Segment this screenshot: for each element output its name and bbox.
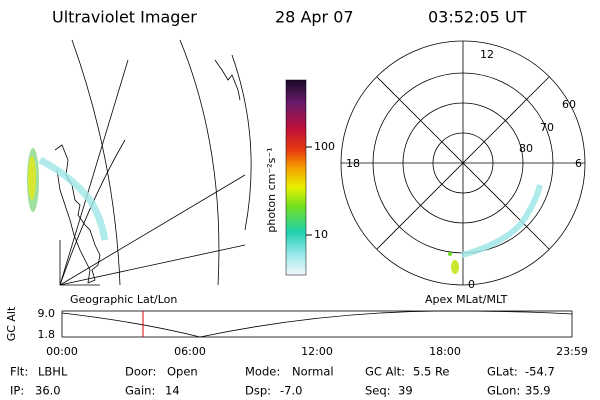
x-tick: 06:00 bbox=[174, 345, 206, 358]
x-tick: 18:00 bbox=[429, 345, 461, 358]
mlat-label: 80 bbox=[519, 142, 533, 155]
field-label: Seq: bbox=[365, 384, 391, 398]
x-tick: 12:00 bbox=[301, 345, 333, 358]
y-tick: 9.0 bbox=[38, 307, 56, 320]
field-label: GLon: bbox=[487, 384, 520, 398]
footer: Flt: LBHL Door: Open Mode: Normal GC Alt: 5.5 R… bbox=[10, 365, 555, 398]
grid-arc bbox=[179, 39, 220, 286]
field-label: Flt: bbox=[10, 365, 28, 379]
colorbar: 100 10 photon cm⁻²s⁻¹ bbox=[265, 79, 335, 276]
colorbar-tick: 10 bbox=[314, 228, 328, 241]
grid-line bbox=[59, 244, 246, 286]
field-label: Mode: bbox=[245, 365, 280, 379]
x-tick: 00:00 bbox=[46, 345, 78, 358]
grid-line bbox=[59, 174, 246, 286]
aurora bbox=[451, 260, 459, 274]
polar-plot: 12 18 6 0 60 70 80 bbox=[340, 40, 586, 291]
geographic-map bbox=[27, 39, 252, 286]
grid-line bbox=[59, 59, 129, 286]
field-value: 39 bbox=[398, 384, 413, 398]
date: 28 Apr 07 bbox=[275, 8, 354, 27]
grid-line bbox=[59, 240, 100, 286]
field-label: Gain: bbox=[125, 384, 155, 398]
mlt-label: 12 bbox=[480, 48, 494, 61]
field-value: Open bbox=[167, 365, 198, 379]
aurora bbox=[28, 156, 36, 200]
field-value: 5.5 Re bbox=[413, 365, 450, 379]
field-value: 36.0 bbox=[35, 384, 61, 398]
field-label: Dsp: bbox=[245, 384, 271, 398]
grid-line bbox=[59, 139, 126, 286]
altitude-plot: GC Alt 9.0 1.8 00:00 06:00 12:00 18:00 2… bbox=[5, 306, 588, 358]
y-label: GC Alt bbox=[5, 306, 18, 341]
aurora bbox=[38, 156, 109, 241]
field-value: 14 bbox=[165, 384, 180, 398]
coastline bbox=[54, 144, 101, 284]
time: 03:52:05 UT bbox=[428, 8, 527, 27]
aurora bbox=[448, 252, 452, 256]
mlt-label: 6 bbox=[575, 157, 582, 170]
title: Ultraviolet Imager bbox=[52, 8, 197, 27]
panel-label: Apex MLat/MLT bbox=[425, 293, 508, 306]
plot-frame bbox=[61, 310, 573, 338]
mlat-label: 70 bbox=[540, 121, 554, 134]
grid-arc bbox=[231, 54, 252, 231]
y-tick: 1.8 bbox=[38, 328, 56, 341]
field-value: Normal bbox=[292, 365, 334, 379]
mlt-label: 18 bbox=[346, 157, 360, 170]
field-label: GLat: bbox=[487, 365, 518, 379]
field-value: 35.9 bbox=[525, 384, 551, 398]
altitude-curve bbox=[61, 310, 573, 338]
mlat-label: 60 bbox=[562, 98, 576, 111]
header: Ultraviolet Imager 28 Apr 07 03:52:05 UT bbox=[52, 8, 527, 27]
colorbar-scale bbox=[285, 79, 307, 276]
x-tick: 23:59 bbox=[556, 345, 588, 358]
field-value: -7.0 bbox=[280, 384, 302, 398]
colorbar-tick: 100 bbox=[314, 140, 335, 153]
field-value: LBHL bbox=[38, 365, 68, 379]
axis bbox=[376, 76, 550, 250]
mlt-label: 0 bbox=[468, 278, 475, 291]
field-label: IP: bbox=[10, 384, 24, 398]
field-label: GC Alt: bbox=[365, 365, 405, 379]
field-value: -54.7 bbox=[525, 365, 555, 379]
aurora bbox=[461, 184, 543, 258]
panel-label: Geographic Lat/Lon bbox=[70, 293, 177, 306]
colorbar-label: photon cm⁻²s⁻¹ bbox=[265, 147, 278, 232]
grid-arc bbox=[71, 39, 121, 286]
coastline bbox=[214, 59, 241, 101]
field-label: Door: bbox=[125, 365, 156, 379]
